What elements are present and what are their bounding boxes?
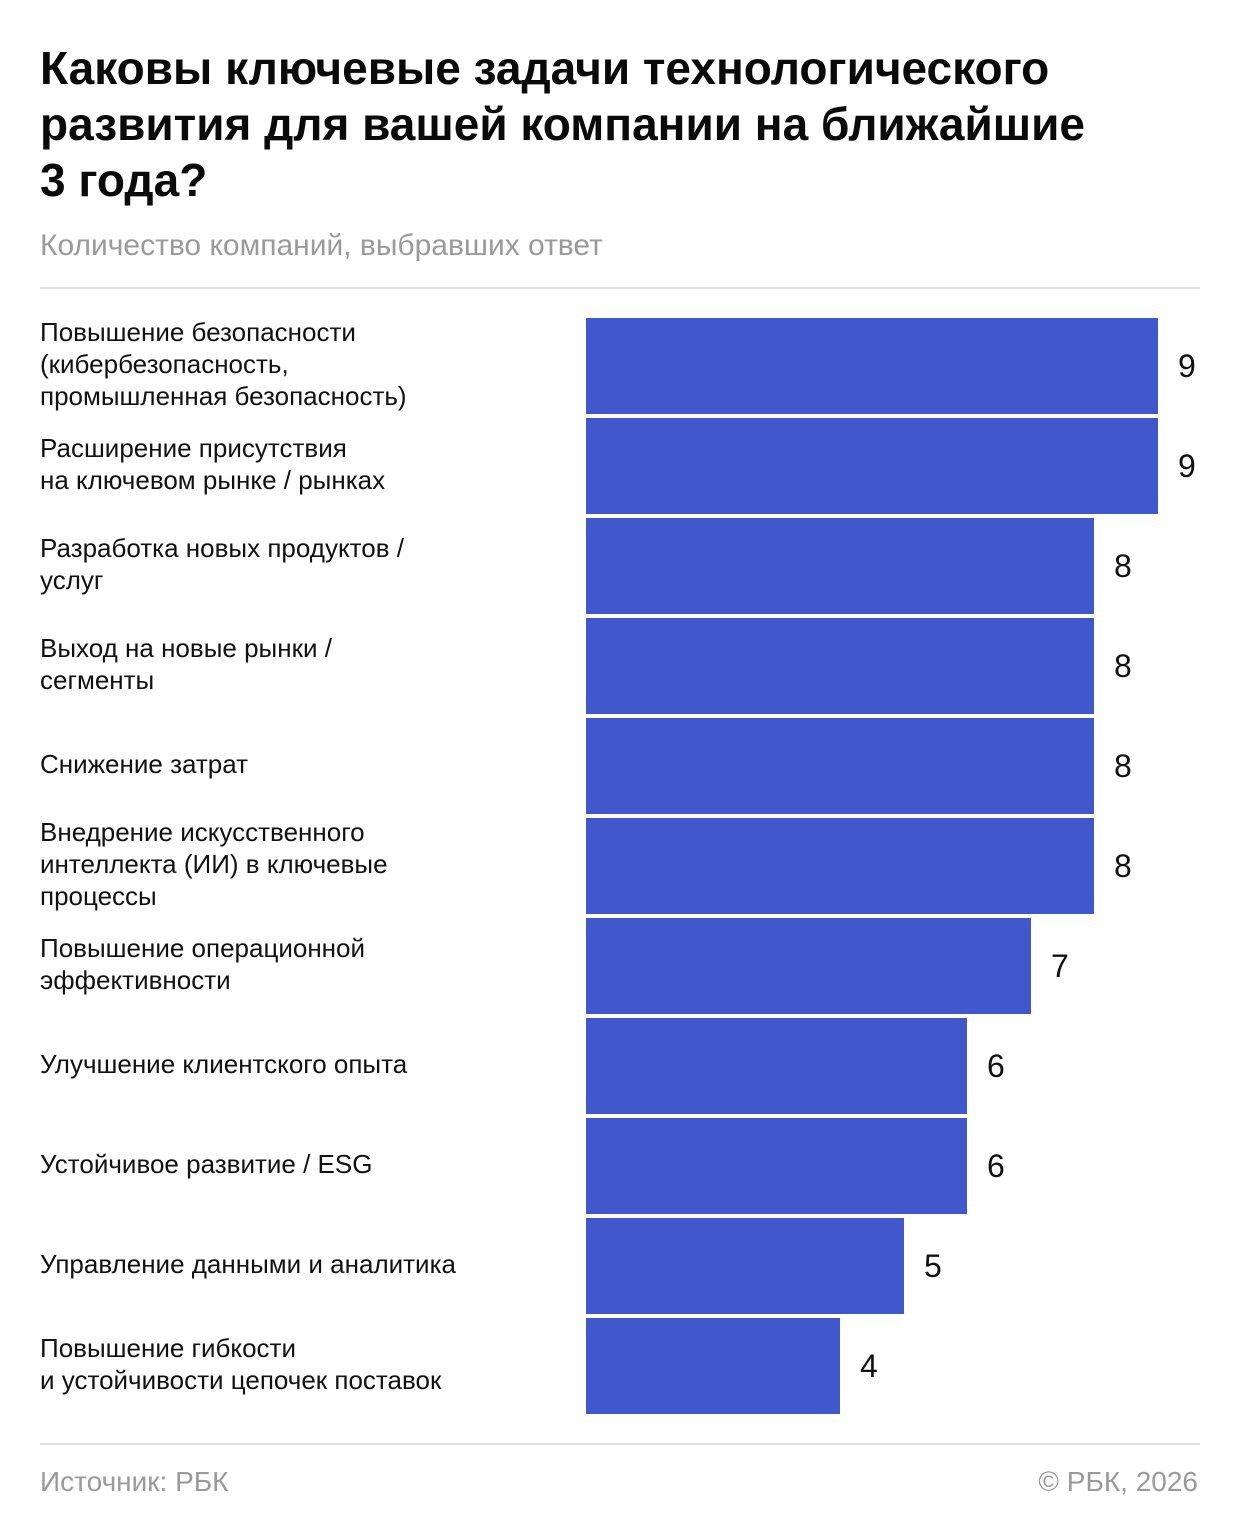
category-label: Внедрение искусственного интеллекта (ИИ)… <box>40 817 388 911</box>
category-label: Улучшение клиентского опыта <box>40 1049 408 1079</box>
bottom-divider <box>40 1443 1200 1445</box>
bar <box>586 918 1031 1014</box>
bar-value-label: 8 <box>1114 648 1132 684</box>
category-label: Расширение присутствия на ключевом рынке… <box>40 433 386 495</box>
bar-value-label: 6 <box>987 1148 1005 1184</box>
category-label: Управление данными и аналитика <box>40 1249 456 1279</box>
bar-value-label: 8 <box>1114 848 1132 884</box>
bar <box>586 618 1094 714</box>
bar <box>586 718 1094 814</box>
top-divider <box>40 287 1200 289</box>
category-label: Разработка новых продуктов / услуг <box>40 533 404 595</box>
bar <box>586 518 1094 614</box>
bar-value-label: 6 <box>987 1048 1005 1084</box>
category-label: Повышение гибкости и устойчивости цепоче… <box>40 1333 442 1395</box>
bar <box>586 1118 967 1214</box>
bar-value-label: 8 <box>1114 548 1132 584</box>
bar-value-label: 9 <box>1178 448 1196 484</box>
bar-value-label: 9 <box>1178 348 1196 384</box>
source-note: Источник: РБК <box>40 1466 229 1497</box>
chart-subtitle: Количество компаний, выбравших ответ <box>40 229 603 262</box>
bar <box>586 318 1158 414</box>
bar <box>586 1018 967 1114</box>
category-label: Повышение операционной эффективности <box>40 933 366 995</box>
bar-value-label: 8 <box>1114 748 1132 784</box>
bar <box>586 1218 904 1314</box>
copyright-note: © РБК, 2026 <box>1038 1466 1198 1497</box>
bar <box>586 1318 840 1414</box>
bar <box>586 418 1158 514</box>
bar-value-label: 4 <box>860 1348 878 1384</box>
bar <box>586 818 1094 914</box>
bar-value-label: 5 <box>924 1248 942 1284</box>
category-label: Снижение затрат <box>40 749 249 779</box>
chart-title: Каковы ключевые задачи технологического … <box>40 42 1085 206</box>
bar-value-label: 7 <box>1051 948 1069 984</box>
category-label: Выход на новые рынки / сегменты <box>40 633 332 695</box>
category-label: Повышение безопасности (кибербезопасност… <box>40 317 407 411</box>
category-label: Устойчивое развитие / ESG <box>40 1149 373 1179</box>
